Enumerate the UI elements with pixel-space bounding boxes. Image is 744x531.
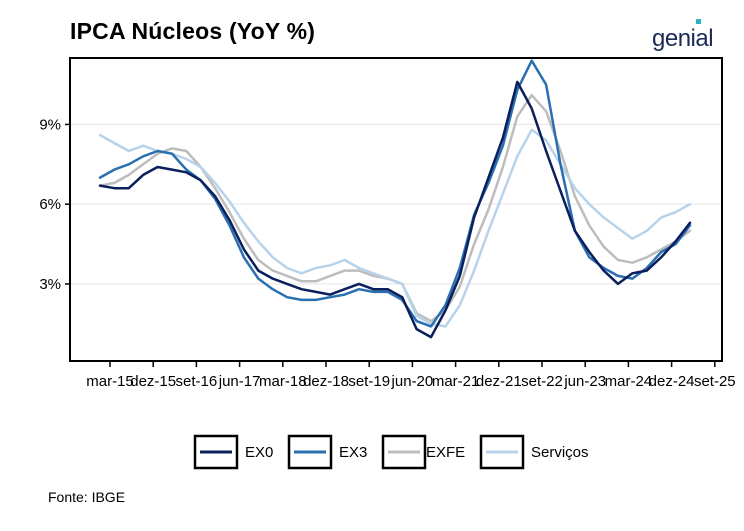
y-tick-label: 3% bbox=[39, 276, 61, 293]
legend-label: EX0 bbox=[245, 444, 273, 461]
x-tick-label: jun-23 bbox=[563, 373, 606, 390]
y-tick-label: 6% bbox=[39, 196, 61, 213]
source-note: Fonte: IBGE bbox=[48, 489, 126, 505]
x-tick-label: set-22 bbox=[521, 373, 563, 390]
x-tick-label: dez-24 bbox=[649, 373, 695, 390]
legend-item-ex3: EX3 bbox=[287, 434, 367, 470]
series-line-serviços bbox=[98, 128, 692, 328]
legend-item-exfe: EXFE bbox=[381, 434, 465, 470]
legend: EX0 EX3 EXFE Serviços bbox=[193, 434, 589, 470]
x-tick-label: dez-21 bbox=[476, 373, 522, 390]
plot-background bbox=[70, 58, 722, 361]
x-tick-label: mar-18 bbox=[259, 373, 307, 390]
legend-label: EXFE bbox=[426, 444, 465, 461]
legend-label: EX3 bbox=[339, 444, 367, 461]
logo-text: genial bbox=[652, 25, 714, 52]
plot-border bbox=[69, 57, 723, 362]
x-tick-label: set-19 bbox=[348, 373, 390, 390]
x-tick-label: dez-18 bbox=[303, 373, 349, 390]
brand-logo: genial bbox=[652, 19, 714, 53]
x-tick-label: jun-17 bbox=[218, 373, 261, 390]
x-tick-label: mar-24 bbox=[605, 373, 653, 390]
y-tick-label: 9% bbox=[39, 116, 61, 133]
chart-title: IPCA Núcleos (YoY %) bbox=[70, 18, 316, 44]
x-tick-label: jun-20 bbox=[391, 373, 434, 390]
legend-item-serviços: Serviços bbox=[479, 434, 589, 470]
x-tick-label: dez-15 bbox=[130, 373, 176, 390]
legend-item-ex0: EX0 bbox=[193, 434, 273, 470]
logo-dot bbox=[696, 19, 701, 24]
legend-label: Serviços bbox=[531, 444, 589, 461]
series-line-ex0 bbox=[98, 80, 692, 339]
x-tick-label: mar-21 bbox=[432, 373, 480, 390]
x-tick-label: set-25 bbox=[694, 373, 736, 390]
y-axis: 3% 6% 9% bbox=[39, 116, 70, 293]
series-lines bbox=[98, 59, 692, 339]
gridlines bbox=[70, 123, 722, 285]
x-tick-label: set-16 bbox=[176, 373, 218, 390]
x-tick-label: mar-15 bbox=[86, 373, 134, 390]
